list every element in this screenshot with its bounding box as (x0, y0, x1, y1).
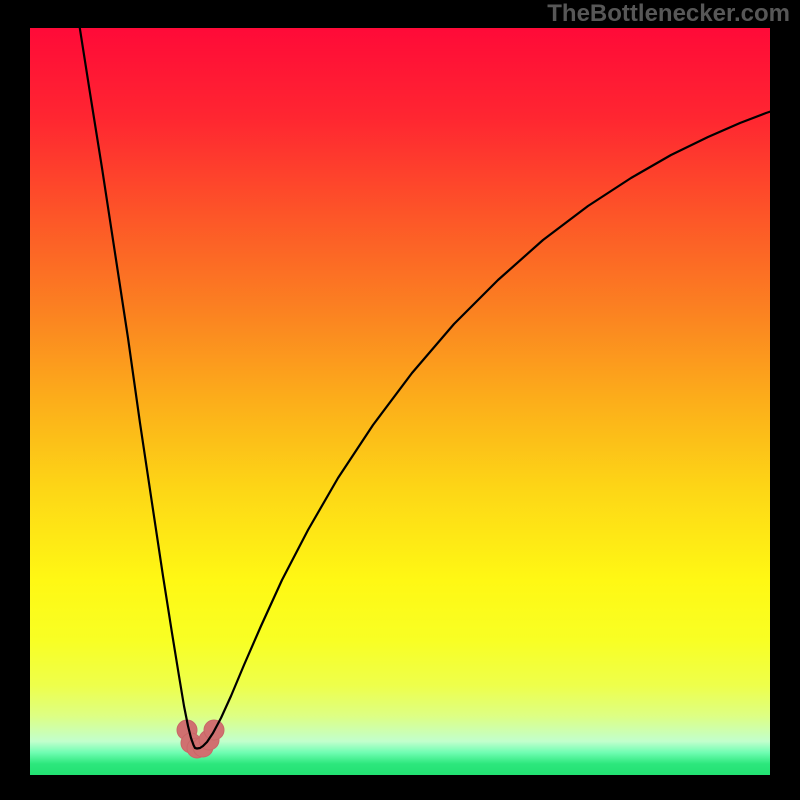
bottleneck-chart (0, 0, 800, 800)
gradient-background (30, 28, 770, 775)
watermark-text: TheBottlenecker.com (547, 0, 790, 28)
chart-container: TheBottlenecker.com (0, 0, 800, 800)
